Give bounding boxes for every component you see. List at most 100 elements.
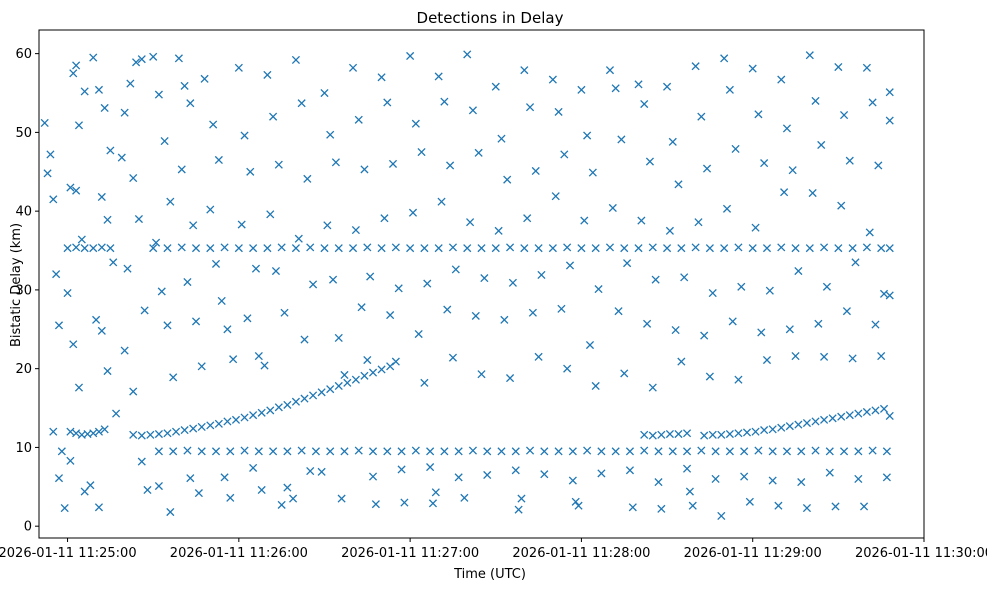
data-point xyxy=(757,328,766,337)
data-point xyxy=(480,274,489,283)
data-point xyxy=(720,54,729,63)
data-point xyxy=(180,81,189,90)
data-point xyxy=(406,51,415,61)
data-point xyxy=(337,494,346,503)
data-point xyxy=(137,457,146,466)
data-point xyxy=(351,375,360,384)
x-axis: 2026-01-11 11:25:00 2026-01-11 11:26:00 20… xyxy=(0,538,987,561)
data-point xyxy=(177,243,186,252)
data-point xyxy=(377,73,386,82)
data-point xyxy=(577,85,586,94)
data-point xyxy=(97,243,106,252)
data-point xyxy=(154,90,163,99)
data-point xyxy=(588,168,597,177)
data-point xyxy=(191,244,201,253)
data-point xyxy=(400,498,409,507)
data-point xyxy=(791,244,800,253)
data-point xyxy=(700,431,709,440)
data-point xyxy=(446,161,455,170)
data-point xyxy=(94,85,104,94)
data-point xyxy=(448,353,458,362)
data-point xyxy=(220,473,229,482)
data-point xyxy=(648,383,657,392)
data-point xyxy=(822,282,831,291)
data-point xyxy=(657,504,666,513)
data-point xyxy=(871,406,880,415)
data-point xyxy=(277,500,286,509)
data-point xyxy=(737,282,746,291)
data-point xyxy=(865,228,874,237)
x-tick-label: 2026-01-11 11:28:00 xyxy=(512,546,650,561)
data-point xyxy=(411,446,420,455)
data-point xyxy=(89,53,98,62)
data-point xyxy=(443,305,452,314)
data-point xyxy=(820,243,829,252)
data-point xyxy=(554,107,563,116)
data-point xyxy=(92,315,101,324)
data-point xyxy=(300,335,309,344)
data-point xyxy=(254,447,263,456)
data-point xyxy=(177,165,186,174)
data-point xyxy=(820,415,829,424)
data-point xyxy=(86,481,95,490)
data-point xyxy=(360,371,369,380)
data-point xyxy=(417,148,426,157)
data-point xyxy=(637,216,646,225)
data-point xyxy=(226,447,235,456)
data-point xyxy=(309,391,318,400)
data-point xyxy=(163,321,172,330)
data-point xyxy=(206,205,215,214)
data-point xyxy=(528,308,537,317)
data-point xyxy=(60,504,69,513)
data-point xyxy=(391,243,400,252)
data-point xyxy=(360,165,369,174)
data-point xyxy=(463,244,472,253)
data-point xyxy=(52,270,61,279)
data-point xyxy=(525,446,535,455)
data-point xyxy=(628,503,637,512)
data-point xyxy=(717,430,726,439)
data-point xyxy=(851,258,860,267)
data-point xyxy=(728,317,737,326)
data-point xyxy=(768,476,777,485)
data-point xyxy=(742,428,752,437)
data-point xyxy=(200,74,209,83)
data-point xyxy=(368,368,378,377)
data-point xyxy=(434,244,443,253)
data-point xyxy=(414,329,423,339)
data-point xyxy=(69,340,78,349)
data-point xyxy=(106,244,115,253)
data-point xyxy=(623,259,632,268)
data-point xyxy=(154,481,163,491)
y-axis: 0 10 20 30 40 50 60 xyxy=(15,47,39,535)
data-point xyxy=(565,261,575,270)
data-point xyxy=(802,418,812,428)
data-point xyxy=(129,174,138,183)
data-point xyxy=(231,415,241,424)
data-point xyxy=(80,487,89,496)
data-point xyxy=(186,99,195,108)
data-point xyxy=(648,243,657,252)
data-point xyxy=(103,366,112,376)
data-point xyxy=(157,287,166,296)
data-point xyxy=(280,308,289,317)
data-point xyxy=(183,277,192,287)
data-point xyxy=(223,417,232,426)
data-point xyxy=(491,82,500,91)
data-point xyxy=(882,473,891,482)
data-point xyxy=(126,79,135,88)
data-point xyxy=(348,244,358,253)
data-point xyxy=(634,80,643,89)
data-point xyxy=(508,278,517,287)
data-point xyxy=(234,244,243,253)
data-point xyxy=(617,135,626,144)
data-point xyxy=(394,284,403,293)
data-point xyxy=(668,137,677,146)
data-point xyxy=(745,497,754,506)
data-point xyxy=(697,112,706,121)
data-point xyxy=(597,447,606,456)
data-point xyxy=(348,63,358,72)
data-point xyxy=(877,244,886,253)
data-point xyxy=(663,82,672,91)
data-point xyxy=(206,421,215,430)
